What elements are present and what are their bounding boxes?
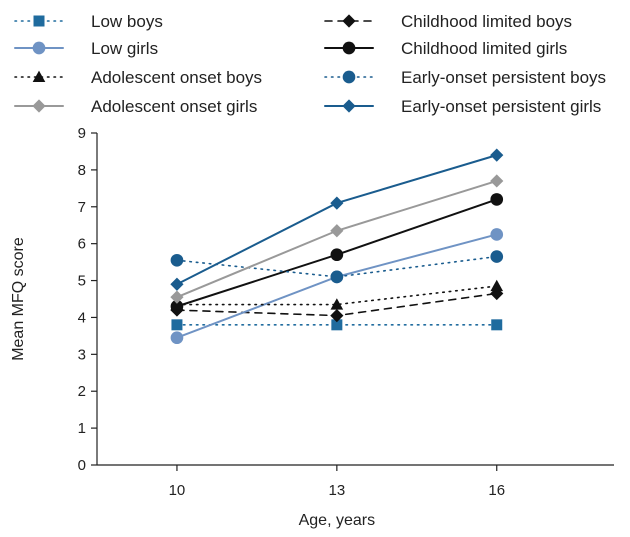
- x-tick-label: 16: [488, 482, 505, 499]
- legend-entry-adolescent-onset-boys: Adolescent onset boys: [14, 68, 262, 87]
- series-adolescent-onset-boys: [170, 279, 504, 310]
- series-adolescent-onset-girls: [170, 174, 504, 304]
- legend-label: Childhood limited boys: [401, 12, 572, 31]
- data-point: [331, 319, 343, 331]
- legend-marker: [342, 14, 356, 28]
- data-point: [491, 319, 503, 331]
- legend-entry-early-onset-persistent-girls: Early-onset persistent girls: [324, 97, 601, 116]
- data-point: [330, 298, 344, 310]
- legend-entry-childhood-limited-boys: Childhood limited boys: [324, 12, 572, 31]
- y-axis-title: Mean MFQ score: [10, 237, 27, 361]
- data-point: [490, 250, 504, 263]
- data-point: [170, 290, 184, 304]
- y-tick-label: 7: [78, 199, 86, 216]
- series-line: [176, 285, 498, 306]
- legend-label: Early-onset persistent girls: [401, 97, 601, 116]
- data-point: [490, 148, 504, 162]
- y-tick-label: 3: [78, 346, 86, 363]
- data-point: [170, 331, 184, 345]
- data-point: [330, 270, 344, 284]
- data-point: [490, 228, 504, 241]
- data-point: [490, 174, 504, 188]
- data-point: [330, 309, 344, 323]
- legend-marker: [33, 15, 45, 27]
- legend-label: Adolescent onset girls: [91, 97, 257, 116]
- data-point: [170, 253, 184, 267]
- x-axis-title: Age, years: [299, 512, 375, 529]
- legend-entry-adolescent-onset-girls: Adolescent onset girls: [14, 97, 257, 116]
- y-tick-label: 1: [78, 420, 86, 437]
- x-tick-label: 10: [169, 482, 186, 499]
- data-point: [330, 224, 344, 238]
- data-point: [330, 196, 344, 210]
- ticks: 0 1 2 3 4 5 6 7 8 9 10 13 16: [78, 125, 505, 499]
- y-tick-label: 4: [78, 309, 86, 326]
- legend-marker: [342, 41, 356, 55]
- series-early-onset-persistent-girls: [170, 148, 504, 291]
- legend-label: Low girls: [91, 39, 158, 58]
- y-tick-label: 5: [78, 273, 86, 290]
- legend-entry-childhood-limited-girls: Childhood limited girls: [324, 39, 567, 58]
- series-line: [176, 255, 498, 278]
- legend-marker: [342, 70, 356, 84]
- data-point: [170, 298, 184, 310]
- legend-marker: [32, 70, 46, 83]
- legend-entry-low-boys: Low boys: [14, 12, 163, 31]
- y-tick-label: 6: [78, 236, 86, 253]
- series-childhood-limited-girls: [170, 193, 504, 313]
- data-point: [171, 319, 183, 331]
- legend-label: Adolescent onset boys: [91, 68, 262, 87]
- y-tick-label: 2: [78, 383, 86, 400]
- data-point: [330, 248, 344, 262]
- axes: [96, 133, 614, 466]
- y-tick-label: 9: [78, 125, 86, 142]
- legend-marker: [342, 99, 356, 113]
- data-point: [490, 193, 504, 206]
- data-point: [490, 279, 504, 292]
- data-point: [170, 277, 184, 291]
- y-tick-label: 0: [78, 457, 86, 474]
- legend-entry-early-onset-persistent-boys: Early-onset persistent boys: [324, 68, 606, 87]
- legend-label: Low boys: [91, 12, 163, 31]
- legend-marker: [32, 99, 46, 113]
- legend-marker: [32, 41, 46, 55]
- series-low-boys: [171, 319, 503, 331]
- legend: Low boys Childhood limited boys Low girls C…: [14, 12, 606, 116]
- series-early-onset-persistent-boys: [170, 250, 504, 284]
- legend-label: Childhood limited girls: [401, 39, 567, 58]
- series: [170, 148, 504, 345]
- x-tick-label: 13: [329, 482, 346, 499]
- legend-label: Early-onset persistent boys: [401, 68, 606, 87]
- series-line: [175, 154, 498, 286]
- y-tick-label: 8: [78, 162, 86, 179]
- legend-entry-low-girls: Low girls: [14, 39, 158, 58]
